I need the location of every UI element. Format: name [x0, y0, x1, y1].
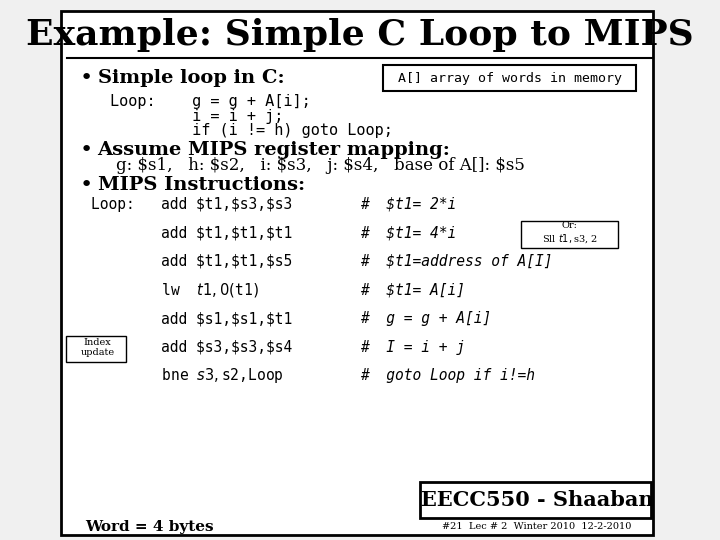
Text: lw  $t1,0($t1): lw $t1,0($t1) — [91, 281, 260, 299]
Text: Or:
Sll $t1, $s3, 2: Or: Sll $t1, $s3, 2 — [541, 221, 597, 245]
Text: add $t1,$t1,$s5: add $t1,$t1,$s5 — [91, 254, 293, 269]
FancyBboxPatch shape — [66, 336, 126, 362]
Text: Word = 4 bytes: Word = 4 bytes — [86, 519, 214, 534]
FancyBboxPatch shape — [61, 11, 653, 535]
Text: •: • — [79, 140, 92, 160]
Text: #  $t1= 2*i: # $t1= 2*i — [360, 197, 456, 212]
Text: #  I = i + j: # I = i + j — [360, 340, 465, 355]
Text: g: $s1,   h: $s2,   i: $s3,   j: $s4,   base of A[]: $s5: g: $s1, h: $s2, i: $s3, j: $s4, base of … — [116, 157, 525, 174]
Text: #  g = g + A[i]: # g = g + A[i] — [360, 311, 491, 326]
Text: Index
update: Index update — [81, 338, 114, 357]
Text: i = i + j;: i = i + j; — [109, 109, 283, 124]
Text: #  $t1= 4*i: # $t1= 4*i — [360, 225, 456, 240]
Text: MIPS Instructions:: MIPS Instructions: — [97, 176, 305, 194]
FancyBboxPatch shape — [383, 65, 636, 91]
Text: Example: Simple C Loop to MIPS: Example: Simple C Loop to MIPS — [26, 18, 694, 52]
Text: EECC550 - Shaaban: EECC550 - Shaaban — [420, 490, 653, 510]
Text: Assume MIPS register mapping:: Assume MIPS register mapping: — [97, 141, 451, 159]
Text: #  $t1= A[i]: # $t1= A[i] — [360, 282, 465, 298]
Text: •: • — [79, 174, 92, 195]
Text: Simple loop in C:: Simple loop in C: — [97, 69, 284, 87]
Text: add $s1,$s1,$t1: add $s1,$s1,$t1 — [91, 311, 293, 326]
Text: bne $s3,$s2,Loop: bne $s3,$s2,Loop — [91, 366, 284, 386]
Text: #21  Lec # 2  Winter 2010  12-2-2010: #21 Lec # 2 Winter 2010 12-2-2010 — [442, 522, 631, 531]
Text: Loop:   add $t1,$s3,$s3: Loop: add $t1,$s3,$s3 — [91, 197, 293, 212]
Text: add $t1,$t1,$t1: add $t1,$t1,$t1 — [91, 225, 293, 240]
FancyBboxPatch shape — [521, 221, 618, 248]
Text: #  $t1=address of A[I]: # $t1=address of A[I] — [360, 254, 552, 269]
Text: Loop:    g = g + A[i];: Loop: g = g + A[i]; — [109, 94, 310, 109]
Text: add $s3,$s3,$s4: add $s3,$s3,$s4 — [91, 340, 293, 355]
Text: if (i != h) goto Loop;: if (i != h) goto Loop; — [109, 123, 392, 138]
FancyBboxPatch shape — [420, 482, 651, 518]
Text: A[] array of words in memory: A[] array of words in memory — [397, 72, 621, 85]
Text: #  goto Loop if i!=h: # goto Loop if i!=h — [360, 368, 535, 383]
Text: •: • — [79, 68, 92, 89]
